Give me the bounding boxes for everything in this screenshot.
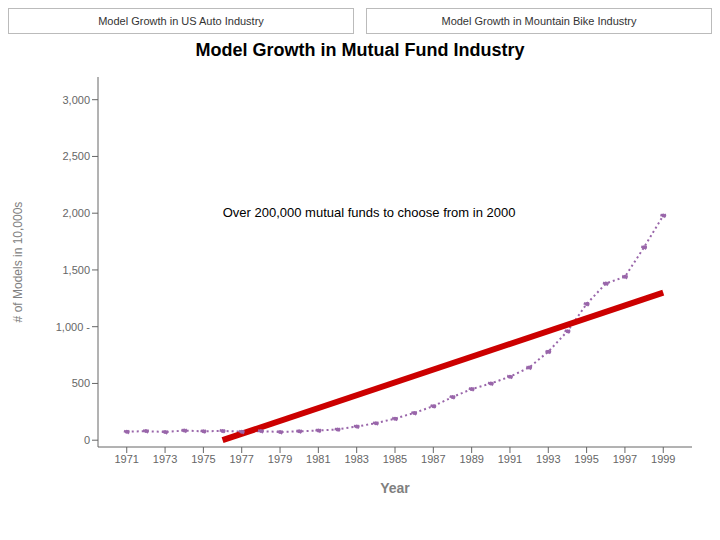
svg-text:1973: 1973 bbox=[153, 453, 177, 465]
svg-text:1985: 1985 bbox=[383, 453, 407, 465]
svg-text:1975: 1975 bbox=[191, 453, 215, 465]
html-text:Model Growth in Mutual Fund In: Model Growth in Mutual Fund Industry bbox=[195, 40, 525, 60]
svg-text:1,000 -: 1,000 - bbox=[56, 321, 91, 333]
svg-text:0: 0 bbox=[84, 434, 90, 446]
svg-text:1991: 1991 bbox=[498, 453, 522, 465]
svg-text:1995: 1995 bbox=[574, 453, 598, 465]
svg-text:1981: 1981 bbox=[306, 453, 330, 465]
svg-text:# of Models in 10,000s: # of Models in 10,000s bbox=[11, 202, 25, 323]
svg-text:1997: 1997 bbox=[613, 453, 637, 465]
svg-text:1999: 1999 bbox=[651, 453, 675, 465]
html-text:Model Growth in US Auto Indust: Model Growth in US Auto Industry bbox=[98, 15, 264, 27]
html-text:Model Growth in Mountain Bike: Model Growth in Mountain Bike Industry bbox=[441, 15, 637, 27]
svg-text:500: 500 bbox=[72, 377, 90, 389]
svg-text:Year: Year bbox=[380, 480, 410, 496]
svg-text:2,500: 2,500 bbox=[62, 150, 90, 162]
svg-text:3,000: 3,000 bbox=[62, 94, 90, 106]
svg-text:1979: 1979 bbox=[268, 453, 292, 465]
html-text:Over 200,000 mutual funds to c: Over 200,000 mutual funds to choose from… bbox=[222, 204, 516, 220]
svg-text:1971: 1971 bbox=[114, 453, 138, 465]
svg-text:1993: 1993 bbox=[536, 453, 560, 465]
svg-text:1,500: 1,500 bbox=[62, 264, 90, 276]
svg-text:1983: 1983 bbox=[344, 453, 368, 465]
svg-text:2,000: 2,000 bbox=[62, 207, 90, 219]
svg-text:1987: 1987 bbox=[421, 453, 445, 465]
svg-text:1977: 1977 bbox=[229, 453, 253, 465]
svg-text:1989: 1989 bbox=[459, 453, 483, 465]
